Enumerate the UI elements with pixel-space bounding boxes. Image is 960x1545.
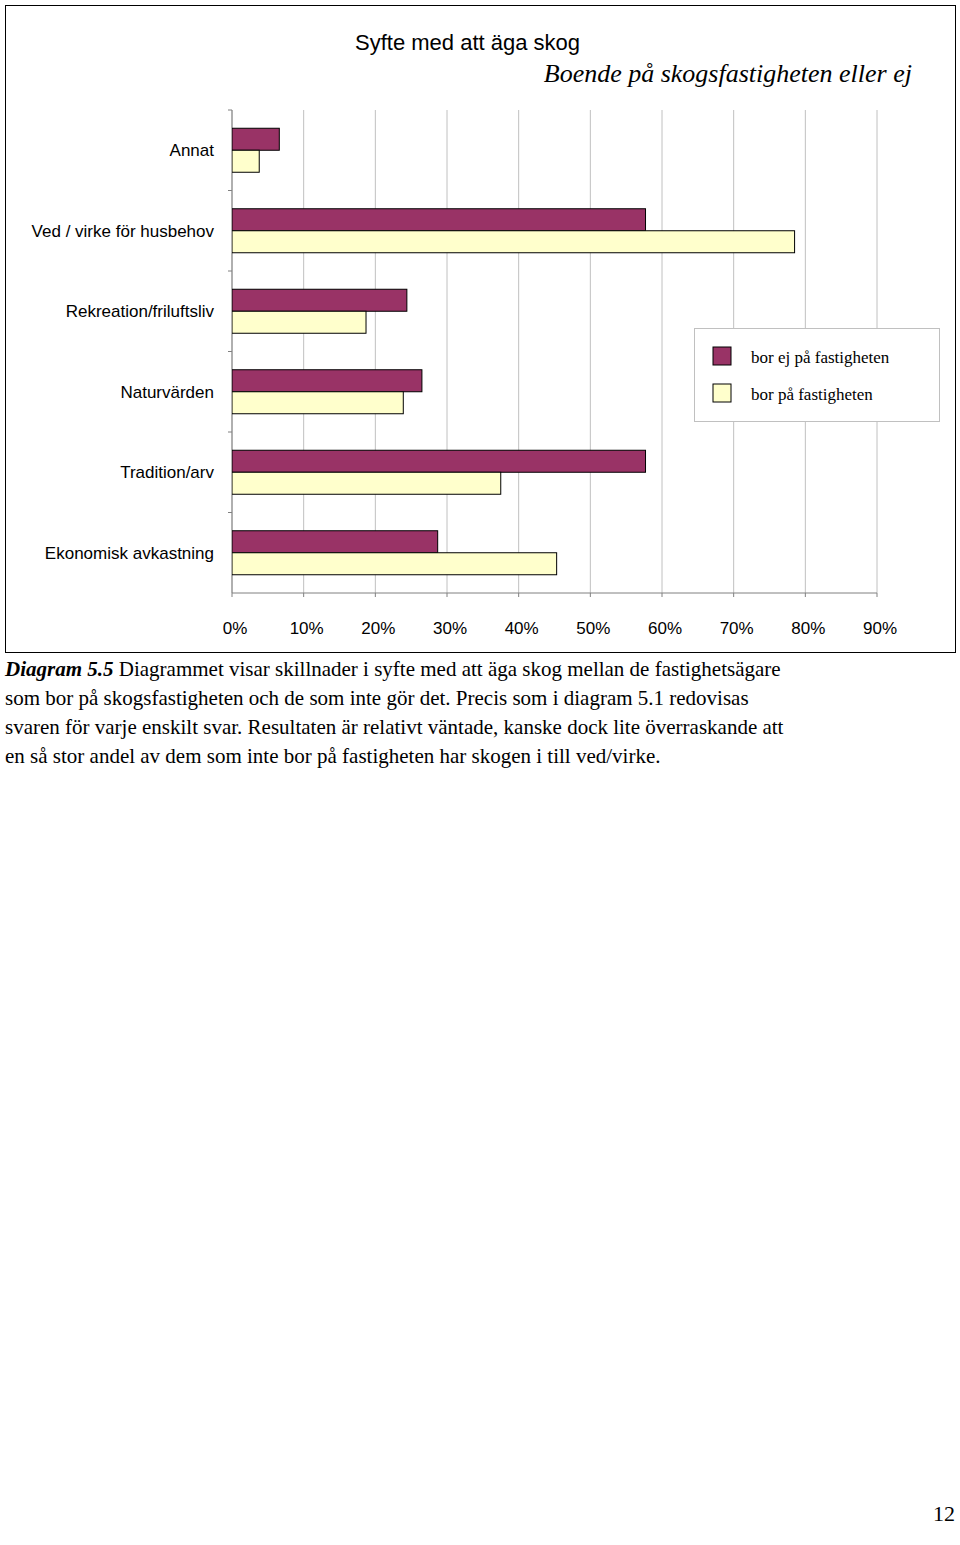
subtitle: Boende på skogsfastigheten eller ej xyxy=(544,59,912,88)
tick-label: 20% xyxy=(361,619,395,638)
tick-label: 0% xyxy=(223,619,248,638)
category-tick xyxy=(228,351,232,352)
bar xyxy=(232,150,259,172)
grid-line xyxy=(447,110,448,593)
page-number: 12 xyxy=(933,1501,955,1526)
category-label: Annat xyxy=(170,141,215,160)
grid-line xyxy=(662,110,663,593)
bar xyxy=(232,128,279,150)
legend-swatch xyxy=(713,384,731,402)
legend-label: bor på fastigheten xyxy=(751,385,873,404)
tick-mark xyxy=(662,593,663,597)
legend-box xyxy=(695,329,940,422)
grid-line xyxy=(590,110,591,593)
page: Syfte med att äga skog Boende på skogsfas… xyxy=(0,0,960,1545)
tick-mark xyxy=(447,593,448,597)
tick-mark xyxy=(877,593,878,597)
category-label: Tradition/arv xyxy=(120,463,214,482)
category-tick xyxy=(228,512,232,513)
tick-label: 60% xyxy=(648,619,682,638)
bar xyxy=(232,231,795,253)
tick-label: 30% xyxy=(433,619,467,638)
category-tick xyxy=(228,190,232,191)
category-label: Ekonomisk avkastning xyxy=(45,544,214,563)
tick-mark xyxy=(303,593,304,597)
tick-label: 10% xyxy=(290,619,324,638)
x-axis xyxy=(232,593,877,594)
tick-mark xyxy=(518,593,519,597)
title: Syfte med att äga skog xyxy=(355,30,580,55)
legend: bor ej på fastigheten bor på fastigheten xyxy=(695,329,940,422)
category-label: Naturvärden xyxy=(120,383,214,402)
bar xyxy=(232,553,557,575)
tick-mark xyxy=(590,593,591,597)
grid-line xyxy=(303,110,304,593)
bar xyxy=(232,289,407,311)
bar xyxy=(232,370,422,392)
tick-label: 40% xyxy=(505,619,539,638)
bar xyxy=(232,392,403,414)
tick-mark xyxy=(733,593,734,597)
caption-line: Diagram 5.5 Diagrammet visar skillnader … xyxy=(4,657,781,681)
tick-label: 90% xyxy=(863,619,897,638)
tick-mark xyxy=(375,593,376,597)
category-tick xyxy=(228,110,232,111)
tick-label: 80% xyxy=(791,619,825,638)
tick-mark xyxy=(805,593,806,597)
bar xyxy=(232,450,646,472)
category-label: Ved / virke för husbehov xyxy=(32,222,215,241)
caption-text: Diagrammet visar skillnader i syfte med … xyxy=(114,657,781,681)
bar xyxy=(232,472,501,494)
category-tick xyxy=(228,271,232,272)
legend-swatch xyxy=(713,347,731,365)
category-label: Rekreation/friluftsliv xyxy=(66,302,215,321)
grid-line xyxy=(518,110,519,593)
caption-line: svaren för varje enskilt svar. Resultate… xyxy=(5,715,784,739)
bar xyxy=(232,311,366,333)
tick-label: 50% xyxy=(576,619,610,638)
legend-label: bor ej på fastigheten xyxy=(751,348,890,367)
tick-label: 70% xyxy=(720,619,754,638)
bar xyxy=(232,531,438,553)
bar xyxy=(232,209,646,231)
chart-frame xyxy=(6,6,956,653)
caption-label: Diagram 5.5 xyxy=(4,657,114,681)
grid-line xyxy=(375,110,376,593)
tick-mark xyxy=(232,593,233,597)
category-tick xyxy=(228,432,232,433)
caption-line: en så stor andel av dem som inte bor på … xyxy=(5,744,661,768)
caption-line: som bor på skogsfastigheten och de som i… xyxy=(5,686,749,710)
